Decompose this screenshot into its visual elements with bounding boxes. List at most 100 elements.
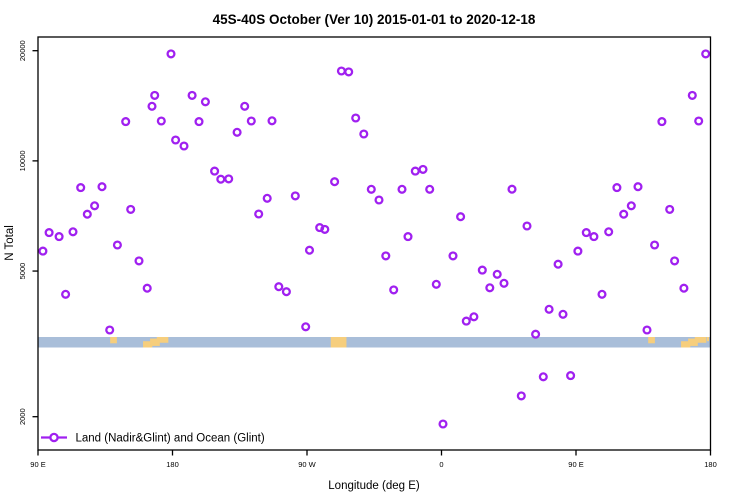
data-point xyxy=(456,212,466,222)
data-point xyxy=(581,228,591,238)
data-point xyxy=(642,325,652,335)
data-point xyxy=(267,116,277,126)
data-point xyxy=(679,283,689,293)
land-patch xyxy=(143,341,153,348)
data-point xyxy=(336,66,346,76)
data-point xyxy=(359,129,369,139)
y-tick-label: 20000 xyxy=(18,40,27,61)
y-tick-label: 5000 xyxy=(18,263,27,280)
data-point xyxy=(469,312,479,322)
data-point xyxy=(166,49,176,59)
data-point xyxy=(499,278,509,288)
data-point xyxy=(410,166,420,176)
data-point xyxy=(507,184,517,194)
data-point xyxy=(142,283,152,293)
data-point xyxy=(626,201,636,211)
data-point xyxy=(224,174,234,184)
data-point xyxy=(558,309,568,319)
data-point xyxy=(604,227,614,237)
data-point xyxy=(210,166,220,176)
data-point xyxy=(76,183,86,193)
chart-title: 45S-40S October (Ver 10) 2015-01-01 to 2… xyxy=(213,12,536,27)
data-point xyxy=(304,245,315,255)
plot-border xyxy=(37,36,712,451)
land-patch xyxy=(330,337,347,348)
data-point xyxy=(389,285,399,295)
data-point xyxy=(566,371,576,381)
data-point xyxy=(418,164,428,174)
data-point xyxy=(134,256,144,266)
data-point xyxy=(477,265,487,275)
data-point xyxy=(105,325,115,335)
data-point xyxy=(112,240,122,250)
data-point xyxy=(54,232,64,242)
data-point xyxy=(650,240,660,250)
data-point xyxy=(147,101,157,111)
data-point xyxy=(126,204,136,214)
data-point xyxy=(216,174,226,184)
x-tick-label: 90 W xyxy=(298,460,316,469)
data-point xyxy=(156,116,166,126)
data-point xyxy=(516,391,526,401)
data-point xyxy=(97,182,107,192)
data-point xyxy=(461,316,471,326)
land-patch xyxy=(681,341,691,348)
y-axis-title: N Total xyxy=(4,225,16,261)
legend: Land (Nadir&Glint) and Ocean (Glint) xyxy=(41,433,265,445)
data-point xyxy=(485,283,495,293)
data-point xyxy=(425,184,435,194)
data-point xyxy=(589,232,599,242)
data-point xyxy=(232,127,242,137)
data-point xyxy=(290,191,300,201)
data-point xyxy=(246,116,256,126)
data-point xyxy=(431,279,441,289)
y-tick-label: 2000 xyxy=(18,408,27,425)
data-point xyxy=(657,117,667,127)
data-point xyxy=(694,116,704,126)
data-point xyxy=(531,329,541,339)
data-point xyxy=(82,209,92,219)
data-point xyxy=(254,209,264,219)
points-group xyxy=(38,49,711,429)
axes-group: 90 E 180 90 W 0 90 E 180 20000 10000 5000 2000 xyxy=(18,36,717,469)
land-patch xyxy=(648,337,655,344)
data-point xyxy=(274,282,284,292)
data-point xyxy=(573,246,583,256)
data-point xyxy=(374,195,384,205)
x-tick-label: 90 E xyxy=(568,460,583,469)
data-point xyxy=(492,269,502,279)
legend-label: Land (Nadir&Glint) and Ocean (Glint) xyxy=(76,433,265,445)
data-point xyxy=(612,183,622,193)
data-point xyxy=(670,256,680,266)
data-point xyxy=(397,184,407,194)
legend-marker-icon xyxy=(49,432,59,443)
data-point xyxy=(262,193,272,203)
y-tick-label: 10000 xyxy=(18,150,27,171)
data-point xyxy=(701,49,711,59)
data-point xyxy=(344,67,354,77)
data-point xyxy=(320,224,330,234)
data-point xyxy=(448,251,458,261)
ocean-band xyxy=(38,337,711,348)
data-point xyxy=(171,135,181,145)
data-point xyxy=(687,90,697,100)
land-patch xyxy=(110,337,117,344)
data-point xyxy=(90,201,100,211)
data-point xyxy=(44,228,54,238)
data-point xyxy=(121,117,131,127)
data-point xyxy=(403,232,413,242)
data-point xyxy=(597,289,607,299)
data-point xyxy=(522,221,532,231)
x-tick-label: 180 xyxy=(704,460,717,469)
data-point xyxy=(200,97,210,107)
data-point xyxy=(301,322,311,332)
land-patch xyxy=(150,338,160,346)
x-tick-label: 180 xyxy=(166,460,179,469)
data-point xyxy=(330,177,340,187)
data-point xyxy=(544,304,554,314)
data-point xyxy=(538,372,548,382)
x-axis-title: Longitude (deg E) xyxy=(328,480,420,492)
data-point xyxy=(665,204,675,214)
